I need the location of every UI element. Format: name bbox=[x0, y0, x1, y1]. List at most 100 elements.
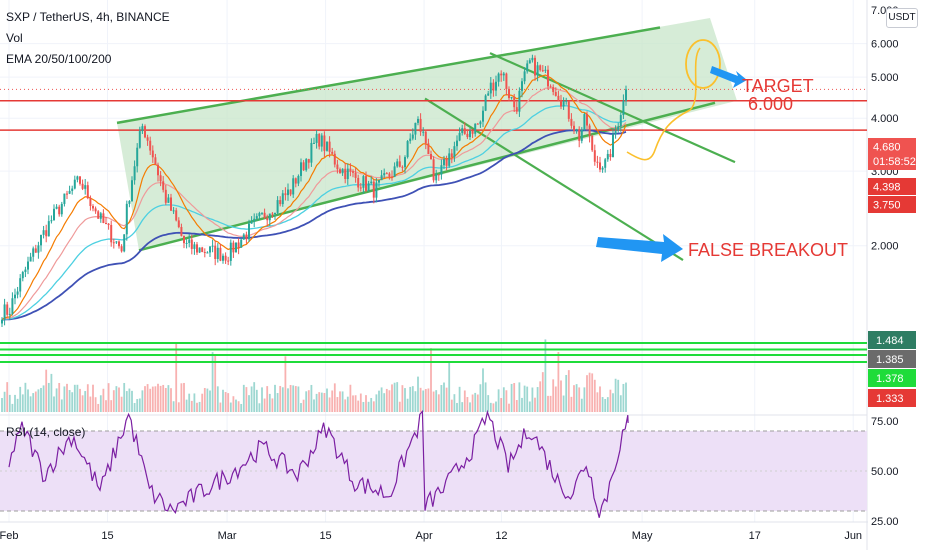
candle bbox=[414, 122, 417, 140]
candle bbox=[391, 170, 393, 181]
falling-channel-lower[interactable] bbox=[424, 97, 684, 261]
candle-body bbox=[614, 130, 617, 135]
candle-body bbox=[138, 131, 141, 148]
volume-bar bbox=[424, 389, 427, 412]
volume-bar bbox=[261, 387, 263, 412]
legend-ema: EMA 20/50/100/200 bbox=[6, 52, 112, 66]
candle bbox=[427, 138, 430, 155]
candle bbox=[3, 298, 6, 326]
volume-bar bbox=[609, 389, 612, 412]
candle-body bbox=[185, 242, 188, 244]
candle-body bbox=[461, 128, 464, 133]
volume-bar bbox=[146, 384, 149, 412]
ema-100-line bbox=[1, 105, 627, 321]
candle bbox=[274, 212, 276, 220]
candle bbox=[27, 256, 29, 275]
volume-bar bbox=[287, 388, 289, 412]
candle bbox=[547, 65, 549, 90]
false-breakout-label: FALSE BREAKOUT bbox=[688, 240, 848, 260]
candle bbox=[237, 238, 240, 255]
candle bbox=[328, 136, 331, 158]
candle bbox=[1, 317, 3, 328]
candle bbox=[24, 266, 27, 278]
candle-body bbox=[115, 241, 118, 243]
candle-body bbox=[398, 161, 401, 167]
candle-body bbox=[367, 183, 370, 191]
candle bbox=[73, 175, 76, 190]
volume-bar bbox=[479, 384, 482, 412]
candle bbox=[562, 97, 565, 110]
volume-bar bbox=[562, 395, 565, 412]
candle bbox=[162, 176, 165, 193]
candle-body bbox=[375, 182, 378, 198]
candle bbox=[198, 247, 201, 254]
candle-body bbox=[16, 291, 19, 295]
volume-bar bbox=[232, 396, 235, 412]
candle-body bbox=[378, 180, 380, 183]
candle-body bbox=[541, 70, 544, 72]
volume-bar bbox=[102, 388, 105, 412]
candle-body bbox=[284, 193, 287, 196]
projection-curve[interactable] bbox=[626, 47, 701, 161]
channel-upper-line[interactable] bbox=[116, 26, 661, 125]
candle-body bbox=[255, 216, 258, 219]
volume-bar bbox=[461, 402, 464, 412]
candle-body bbox=[458, 132, 461, 141]
candle bbox=[580, 127, 583, 144]
volume-bar bbox=[320, 392, 323, 412]
volume-bar bbox=[276, 393, 279, 412]
candle bbox=[32, 246, 35, 262]
volume-bar bbox=[404, 388, 406, 412]
candle bbox=[463, 122, 466, 135]
price-axis[interactable]: 2.0003.0004.0005.0006.0007.0004.68001:58… bbox=[868, 0, 932, 550]
candle-body bbox=[349, 168, 352, 172]
volume-bar bbox=[188, 393, 191, 412]
candle bbox=[578, 126, 581, 148]
volume-bar bbox=[513, 383, 516, 412]
volume-bar bbox=[149, 388, 152, 412]
candle-body bbox=[502, 73, 505, 76]
volume-bar bbox=[40, 387, 42, 412]
candle-body bbox=[211, 245, 214, 247]
time-tick-label: 17 bbox=[749, 530, 761, 542]
candle-body bbox=[586, 114, 588, 126]
candle bbox=[430, 150, 432, 160]
volume-bar bbox=[385, 388, 388, 412]
volume-bar bbox=[367, 401, 370, 412]
time-tick-label: 15 bbox=[101, 530, 113, 542]
volume-bar bbox=[245, 387, 248, 412]
candle bbox=[141, 123, 144, 135]
candle-body bbox=[11, 298, 14, 314]
candle-body bbox=[79, 176, 81, 184]
candle-body bbox=[297, 175, 300, 184]
candle-body bbox=[14, 294, 16, 299]
target-circle[interactable] bbox=[685, 39, 721, 89]
candle bbox=[482, 106, 484, 128]
candle bbox=[40, 234, 42, 252]
candle-body bbox=[341, 168, 344, 174]
volume-bar bbox=[175, 342, 178, 412]
candle-body bbox=[68, 190, 71, 194]
currency-button[interactable]: USDT bbox=[886, 8, 918, 28]
candle bbox=[515, 101, 518, 115]
volume-bar bbox=[120, 396, 123, 412]
trend-channel[interactable] bbox=[116, 17, 737, 261]
volume-bar bbox=[58, 382, 61, 412]
countdown-label: 01:58:52 bbox=[873, 156, 916, 168]
volume-bar bbox=[255, 389, 258, 412]
candle-body bbox=[37, 245, 40, 253]
volume-bar bbox=[552, 379, 555, 412]
candle-body bbox=[45, 230, 48, 237]
time-axis[interactable]: Feb 15 Mar 15 Apr 12 May 17 Jun bbox=[0, 530, 862, 542]
volume-bar bbox=[422, 390, 425, 412]
candle-body bbox=[336, 164, 339, 170]
volume-bar bbox=[266, 386, 269, 412]
volume-bar bbox=[79, 388, 81, 412]
volume-bar bbox=[107, 383, 110, 412]
candle-body bbox=[53, 208, 55, 221]
falling-channel-upper[interactable] bbox=[489, 52, 736, 164]
volume-bar bbox=[112, 390, 115, 412]
candle-body bbox=[50, 220, 53, 222]
